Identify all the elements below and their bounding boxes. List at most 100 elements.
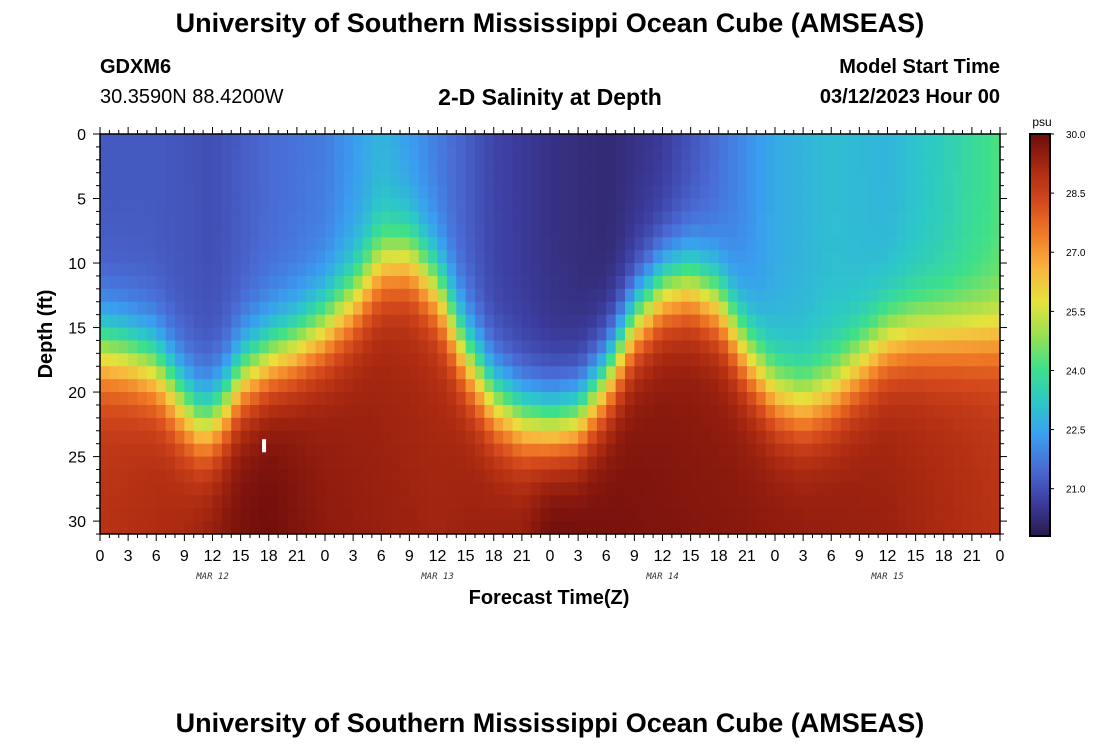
heatmap-cell <box>212 379 223 393</box>
heatmap-cell <box>343 482 354 496</box>
heatmap-cell <box>343 392 354 406</box>
heatmap-cell <box>287 353 298 367</box>
heatmap-cell <box>634 159 645 174</box>
heatmap-cell <box>446 211 457 225</box>
heatmap-cell <box>540 379 551 393</box>
heatmap-cell <box>362 379 373 393</box>
heatmap-cell <box>128 224 139 238</box>
heatmap-cell <box>268 392 279 406</box>
heatmap-cell <box>484 198 495 213</box>
heatmap-cell <box>671 353 682 367</box>
heatmap-cell <box>221 404 232 419</box>
heatmap-cell <box>409 521 420 534</box>
heatmap-cell <box>371 263 382 277</box>
heatmap-cell <box>662 379 673 393</box>
heatmap-cell <box>859 443 870 458</box>
heatmap-cell <box>559 404 570 419</box>
x-tick-label: 0 <box>771 548 780 565</box>
heatmap-cell <box>296 340 307 354</box>
heatmap-cell <box>409 288 420 303</box>
heatmap-cell <box>850 353 860 367</box>
heatmap-cell <box>306 508 317 522</box>
heatmap-cell <box>653 172 664 187</box>
heatmap-cell <box>587 469 598 483</box>
heatmap-cell <box>418 366 429 380</box>
heatmap-cell <box>971 392 982 406</box>
heatmap-cell <box>268 456 279 471</box>
heatmap-cell <box>240 172 251 187</box>
heatmap-cell <box>475 392 485 406</box>
heatmap-cell <box>371 134 382 148</box>
heatmap-cell <box>943 353 954 367</box>
heatmap-cell <box>418 224 429 238</box>
heatmap-cell <box>250 379 260 393</box>
heatmap-cell <box>850 146 860 161</box>
heatmap-cell <box>362 340 373 354</box>
heatmap-cell <box>896 366 907 380</box>
heatmap-cell <box>418 198 429 213</box>
heatmap-cell <box>531 237 542 251</box>
heatmap-cell <box>981 211 992 225</box>
heatmap-cell <box>446 521 457 534</box>
heatmap-cell <box>278 366 289 380</box>
heatmap-cell <box>793 198 804 213</box>
heatmap-cell <box>775 366 785 380</box>
heatmap-cell <box>165 469 176 483</box>
heatmap-cell <box>250 521 260 534</box>
heatmap-cell <box>128 288 139 303</box>
heatmap-cell <box>962 172 973 187</box>
heatmap-cell <box>465 250 476 264</box>
heatmap-cell <box>681 379 692 393</box>
heatmap-cell <box>596 159 607 174</box>
heatmap-cell <box>915 146 926 161</box>
heatmap-cell <box>606 430 617 445</box>
heatmap-cell <box>437 146 448 161</box>
heatmap-cell <box>175 456 185 471</box>
heatmap-cell <box>746 366 757 380</box>
heatmap-cell <box>962 314 973 329</box>
heatmap-cell <box>596 392 607 406</box>
heatmap-cell <box>943 469 954 483</box>
heatmap-cell <box>859 301 870 316</box>
heatmap-cell <box>475 456 485 471</box>
heatmap-cell <box>615 404 626 419</box>
heatmap-cell <box>371 495 382 509</box>
heatmap-cell <box>634 443 645 458</box>
heatmap-cell <box>896 288 907 303</box>
heatmap-cell <box>803 172 814 187</box>
colorbar-unit-label: psu <box>1032 115 1051 129</box>
heatmap-cell <box>587 404 598 419</box>
heatmap-cell <box>653 134 664 148</box>
heatmap-cell <box>362 469 373 483</box>
heatmap-cell <box>418 379 429 393</box>
heatmap-cell <box>278 340 289 354</box>
heatmap-cell <box>662 250 673 264</box>
heatmap-cell <box>250 469 260 483</box>
heatmap-cell <box>390 159 401 174</box>
heatmap-cell <box>193 417 204 432</box>
heatmap-cell <box>146 521 157 534</box>
heatmap-cell <box>625 237 635 251</box>
heatmap-cell <box>896 198 907 213</box>
heatmap-cell <box>503 314 514 329</box>
heatmap-cell <box>746 301 757 316</box>
heatmap-cell <box>446 482 457 496</box>
heatmap-cell <box>325 340 335 354</box>
x-tick-label: 0 <box>996 548 1005 565</box>
heatmap-cell <box>315 327 326 342</box>
heatmap-cell <box>165 353 176 367</box>
heatmap-cell <box>137 430 148 445</box>
heatmap-cell <box>503 185 514 200</box>
heatmap-cell <box>212 301 223 316</box>
heatmap-cell <box>296 288 307 303</box>
heatmap-cell <box>746 379 757 393</box>
heatmap-cell <box>784 340 795 354</box>
heatmap-cell <box>896 275 907 290</box>
x-tick-label: 3 <box>124 548 133 565</box>
heatmap-cell <box>306 443 317 458</box>
heatmap-cell <box>971 482 982 496</box>
heatmap-cell <box>175 353 185 367</box>
heatmap-cell <box>371 417 382 432</box>
heatmap-cell <box>718 327 729 342</box>
heatmap-cell <box>718 340 729 354</box>
